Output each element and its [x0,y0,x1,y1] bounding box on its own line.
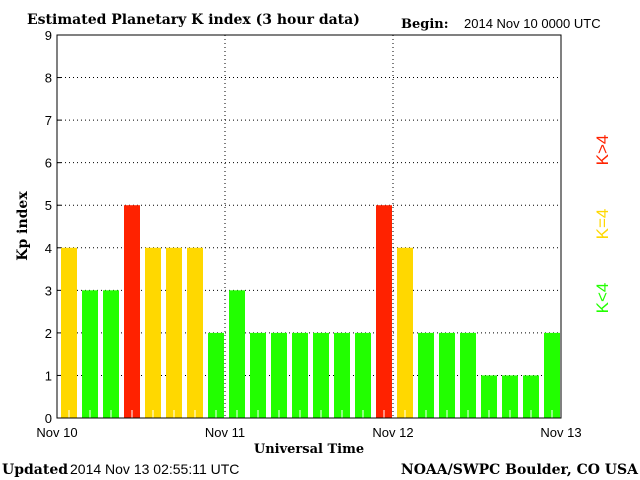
kp-bar [82,290,98,418]
y-tick-label: 6 [45,156,52,171]
y-tick-labels: 0 1 2 3 4 5 6 7 8 9 [45,28,61,426]
kp-bar [376,205,392,418]
x-tick-label: Nov 10 [36,425,77,440]
kp-bar [355,332,371,418]
kp-bar [334,332,350,418]
kp-bar [460,332,476,418]
y-tick-label: 1 [45,368,52,383]
kp-bar [439,332,455,418]
grid-lines [57,35,561,418]
kp-bar [166,247,182,418]
y-tick-label: 8 [45,71,52,86]
kp-bar [523,375,539,418]
y-tick-label: 5 [45,198,52,213]
updated-value: 2014 Nov 13 02:55:11 UTC [70,461,239,477]
kp-bar [481,375,497,418]
kp-bar [313,332,329,418]
bars [61,205,560,418]
kp-bar [229,290,245,418]
y-tick-label: 3 [45,283,52,298]
y-tick-label: 4 [45,241,52,256]
plot-frame [56,34,562,419]
kp-bar [61,247,77,418]
kp-bar [397,247,413,418]
begin-label: Begin: [401,17,449,32]
kp-bar [250,332,266,418]
y-tick-label: 0 [45,411,52,426]
x-tick-label: Nov 11 [205,425,245,440]
kp-bar [502,375,518,418]
kp-bar [145,247,161,418]
updated-label: Updated [2,462,68,478]
y-tick-label: 7 [45,113,52,128]
kp-bar [544,332,560,418]
legend: K<4 K=4 K>4 [593,135,612,314]
kp-bar [124,205,140,418]
kp-bar [292,332,308,418]
legend-item-0: K<4 [593,283,612,314]
kp-bar [187,247,203,418]
y-tick-label: 2 [45,326,52,341]
x-tick-label: Nov 13 [540,425,581,440]
kp-bar [208,332,224,418]
kp-bar [103,290,119,418]
chart-title: Estimated Planetary K index (3 hour data… [27,12,360,28]
y-axis-label: Kp index [15,191,31,261]
source-credit: NOAA/SWPC Boulder, CO USA [401,462,639,478]
x-tick-labels: Nov 10 Nov 11 Nov 12 Nov 13 [36,425,581,440]
kp-bar [418,332,434,418]
y-tick-label: 9 [45,28,52,43]
kp-bar [271,332,287,418]
x-tick-label: Nov 12 [372,425,413,440]
x-axis-label: Universal Time [254,442,364,457]
legend-item-2: K>4 [593,135,612,166]
legend-item-1: K=4 [593,209,612,240]
begin-value: 2014 Nov 10 0000 UTC [464,16,601,31]
